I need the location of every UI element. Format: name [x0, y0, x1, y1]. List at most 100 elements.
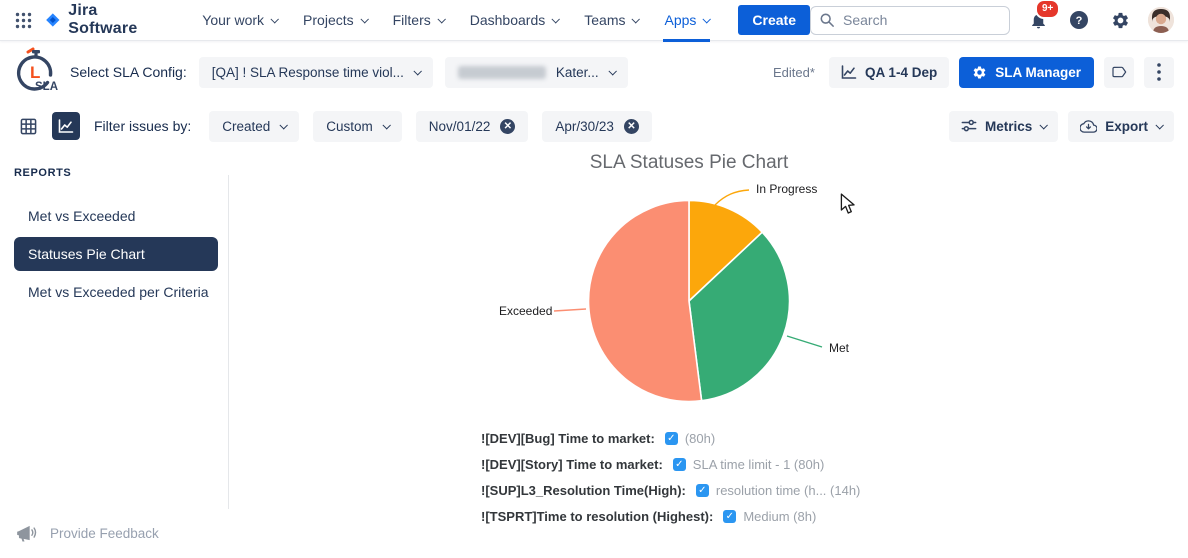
gear-icon [1111, 11, 1130, 30]
chevron-down-icon [360, 15, 369, 24]
jira-brand[interactable]: Jira Software [44, 2, 170, 38]
sla-row-value: SLA time limit - 1 (80h) [692, 456, 825, 472]
nav-item-filters[interactable]: Filters [384, 6, 453, 34]
help-icon: ? [1070, 11, 1088, 29]
chevron-down-icon [413, 67, 422, 76]
search-icon [820, 13, 834, 27]
sidebar-item-statuses-pie-chart[interactable]: Statuses Pie Chart [14, 237, 218, 271]
sla-row-dev-bug-time-to-market: ![DEV][Bug] Time to market: ✓ (80h) [481, 425, 860, 451]
nav-item-projects[interactable]: Projects [294, 6, 376, 34]
sla-row-value: Medium (8h) [743, 508, 817, 524]
avatar[interactable] [1148, 7, 1174, 33]
leader-line-met [786, 335, 823, 348]
date-from-chip[interactable]: Nov/01/22 ✕ [415, 110, 529, 142]
pie-chart [587, 199, 791, 403]
chevron-down-icon [382, 121, 391, 130]
sidebar-item-met-vs-exceeded-per-criteria[interactable]: Met vs Exceeded per Criteria [28, 284, 209, 300]
search-input[interactable] [810, 5, 1010, 35]
sla-config-bar: L SLA Select SLA Config: [QA] ! SLA Resp… [0, 41, 1188, 103]
tag-button[interactable] [1104, 56, 1134, 88]
table-view-toggle[interactable] [14, 112, 42, 140]
nav-item-apps[interactable]: Apps [655, 6, 718, 42]
sla-manager-button[interactable]: SLA Manager [959, 56, 1094, 88]
gear-icon [972, 65, 987, 80]
select-sla-config-label: Select SLA Config: [70, 64, 187, 80]
leader-line-exceeded [553, 308, 587, 312]
app-switcher-icon[interactable] [14, 10, 34, 30]
reports-sidebar: REPORTS Met vs Exceeded Statuses Pie Char… [0, 149, 228, 558]
filter-field-dropdown[interactable]: Created [209, 110, 300, 142]
sidebar-item-met-vs-exceeded[interactable]: Met vs Exceeded [28, 208, 136, 224]
reports-heading: REPORTS [14, 167, 72, 179]
chevron-down-icon [437, 15, 446, 24]
nav-item-teams[interactable]: Teams [575, 6, 647, 34]
sla-row-tsprt-time-to-resolution-highest: ![TSPRT]Time to resolution (Highest): ✓ Me… [481, 503, 860, 529]
chevron-down-icon [270, 15, 279, 24]
filter-bar: Filter issues by: Created Custom Nov/01/… [0, 103, 1188, 149]
nav-item-your-work[interactable]: Your work [193, 6, 286, 34]
metrics-button[interactable]: Metrics [948, 110, 1059, 142]
chevron-down-icon [279, 121, 289, 130]
provide-feedback-link[interactable]: Provide Feedback [16, 525, 159, 542]
sla-checkbox[interactable]: ✓ [664, 431, 678, 445]
megaphone-icon [17, 525, 37, 542]
clear-date-icon[interactable]: ✕ [623, 118, 639, 134]
sla-row-label: ![DEV][Bug] Time to market: [481, 430, 655, 446]
chevron-down-icon [702, 15, 712, 24]
pie-slice-met[interactable] [688, 231, 791, 402]
sla-metric-rows: ![DEV][Bug] Time to market: ✓ (80h) ![DEV][… [481, 425, 860, 529]
reports-list: Met vs Exceeded Statuses Pie Chart Met vs … [0, 199, 228, 309]
notification-badge: 9+ [1035, 0, 1061, 19]
dashboard-button[interactable]: QA 1-4 Dep [828, 56, 950, 88]
avatar-photo-icon [1148, 7, 1174, 33]
sla-row-label: ![TSPRT]Time to resolution (Highest): [481, 508, 714, 524]
filter-range-dropdown[interactable]: Custom [313, 110, 402, 142]
table-icon [20, 118, 36, 134]
edited-indicator: Edited* [773, 64, 815, 80]
chart-view-toggle[interactable] [52, 112, 80, 140]
search-box [810, 5, 1010, 35]
pie-slice-exceeded[interactable] [587, 199, 703, 403]
create-button[interactable]: Create [738, 5, 810, 35]
sla-row-value: resolution time (h... (14h) [715, 482, 861, 498]
sla-checkbox[interactable]: ✓ [672, 457, 686, 471]
sla-row-sup-l3-resolution-time-high: ![SUP]L3_Resolution Time(High): ✓ resoluti… [481, 477, 860, 503]
notifications-button[interactable]: 9+ [1025, 0, 1061, 33]
more-options-button[interactable] [1144, 56, 1174, 88]
svg-text:L: L [30, 63, 40, 82]
pie-slice-in-progress[interactable] [688, 199, 764, 302]
clear-date-icon[interactable]: ✕ [500, 118, 516, 134]
date-to-chip[interactable]: Apr/30/23 ✕ [542, 110, 652, 142]
pie-label-in-progress: In Progress [756, 182, 818, 196]
top-nav-left: Jira Software Your work Projects Filters Da… [14, 2, 810, 42]
export-button[interactable]: Export [1068, 110, 1174, 142]
help-button[interactable]: ? [1066, 7, 1092, 33]
chart-title: SLA Statuses Pie Chart [589, 152, 789, 173]
sla-app-logo-icon: L SLA [14, 47, 58, 98]
nav-item-dashboards[interactable]: Dashboards [461, 6, 568, 34]
chart-panel: SLA Statuses Pie Chart In Progress Met Exc… [228, 149, 1188, 558]
chevron-down-icon [631, 15, 641, 24]
sla-checkbox[interactable]: ✓ [695, 483, 709, 497]
settings-button[interactable] [1107, 7, 1133, 33]
line-chart-icon [841, 64, 857, 80]
sliders-icon [961, 119, 977, 132]
tag-icon [1112, 66, 1127, 78]
chevron-down-icon [1039, 121, 1049, 130]
main-nav: Your work Projects Filters Dashboards Teams A… [193, 6, 718, 42]
chevron-down-icon [608, 67, 617, 76]
sla-row-label: ![DEV][Story] Time to market: [481, 456, 663, 472]
chevron-down-icon [551, 15, 561, 24]
sidebar-divider [228, 175, 229, 509]
sla-user-dropdown[interactable]: Kater... [444, 56, 628, 88]
svg-text:SLA: SLA [35, 81, 58, 93]
mouse-cursor-icon [840, 193, 855, 214]
pie-label-met: Met [829, 341, 850, 355]
sla-row-dev-story-time-to-market: ![DEV][Story] Time to market: ✓ SLA time l… [481, 451, 860, 477]
redacted-text [457, 65, 546, 79]
svg-text:?: ? [1076, 15, 1083, 27]
cloud-download-icon [1080, 119, 1098, 133]
sla-checkbox[interactable]: ✓ [723, 509, 737, 523]
sla-config-dropdown[interactable]: [QA] ! SLA Response time viol... [198, 56, 433, 88]
